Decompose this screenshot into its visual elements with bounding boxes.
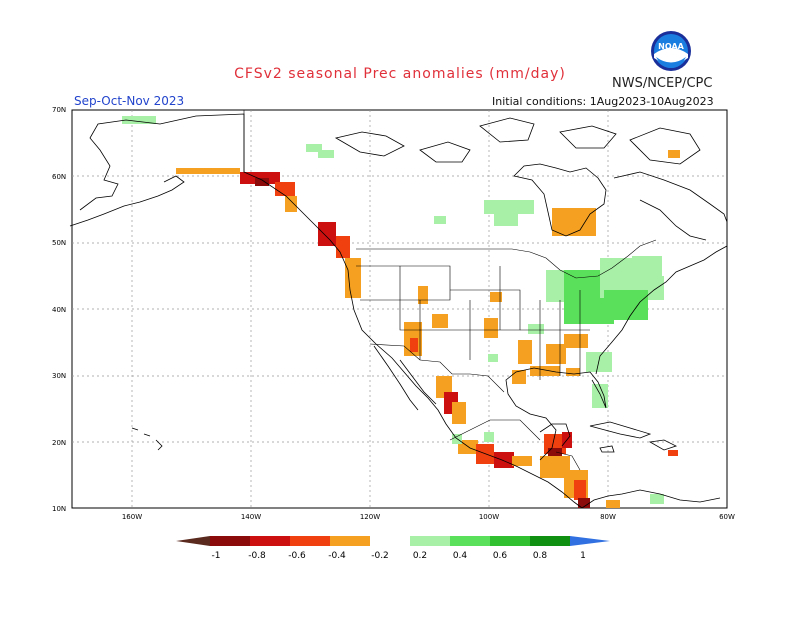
colorbar-label: 0.6 [493,551,508,561]
wet-anomalies [122,116,664,504]
lat-label: 60N [52,173,66,181]
colorbar-label: -0.4 [328,551,346,561]
colorbar-bin [410,536,450,546]
colorbar-below-min [176,536,210,546]
coastlines [69,113,728,509]
colorbar-label: 0.2 [413,551,427,561]
colorbar-label: 0.8 [533,551,548,561]
political-borders [243,110,657,471]
dry-anomalies [176,150,680,508]
colorbar-label: -0.2 [371,551,389,561]
colorbar-bin [370,536,410,546]
map-title: CFSv2 seasonal Prec anomalies (mm/day) [234,66,566,82]
colorbar-bin [250,536,290,546]
lon-label: 60W [719,513,735,521]
colorbar-label: -1 [212,551,221,561]
lat-label: 30N [52,372,66,380]
colorbar-bin [450,536,490,546]
colorbar-bin [530,536,570,546]
agency-label: NWS/NCEP/CPC [612,76,713,91]
lat-label: 10N [52,505,66,513]
colorbar-above-max [570,536,610,546]
lat-label: 40N [52,306,66,314]
noaa-logo-text: NOAA [658,42,684,51]
colorbar: -1 -0.8 -0.6 -0.4 -0.2 0.2 0.4 0.6 0.8 1 [176,536,610,561]
lon-label: 80W [600,513,616,521]
initial-conditions-label: Initial conditions: 1Aug2023-10Aug2023 [492,95,714,108]
colorbar-label: -0.8 [248,551,266,561]
lat-label: 50N [52,239,66,247]
longitude-labels: 160W 140W 120W 100W 80W 60W [122,513,735,521]
latitude-labels: 70N 60N 50N 40N 30N 20N 10N [52,106,66,513]
colorbar-label: 1 [580,551,586,561]
lat-label: 20N [52,439,66,447]
colorbar-bin [330,536,370,546]
lon-label: 100W [479,513,499,521]
season-label: Sep-Oct-Nov 2023 [74,94,185,108]
lon-label: 120W [360,513,380,521]
colorbar-label: -0.6 [288,551,306,561]
lon-label: 140W [241,513,261,521]
noaa-logo-icon: NOAA [651,31,691,71]
colorbar-bin [210,536,250,546]
colorbar-bin [290,536,330,546]
lat-label: 70N [52,106,66,114]
lon-label: 160W [122,513,142,521]
colorbar-bin [490,536,530,546]
colorbar-label: 0.4 [453,551,468,561]
